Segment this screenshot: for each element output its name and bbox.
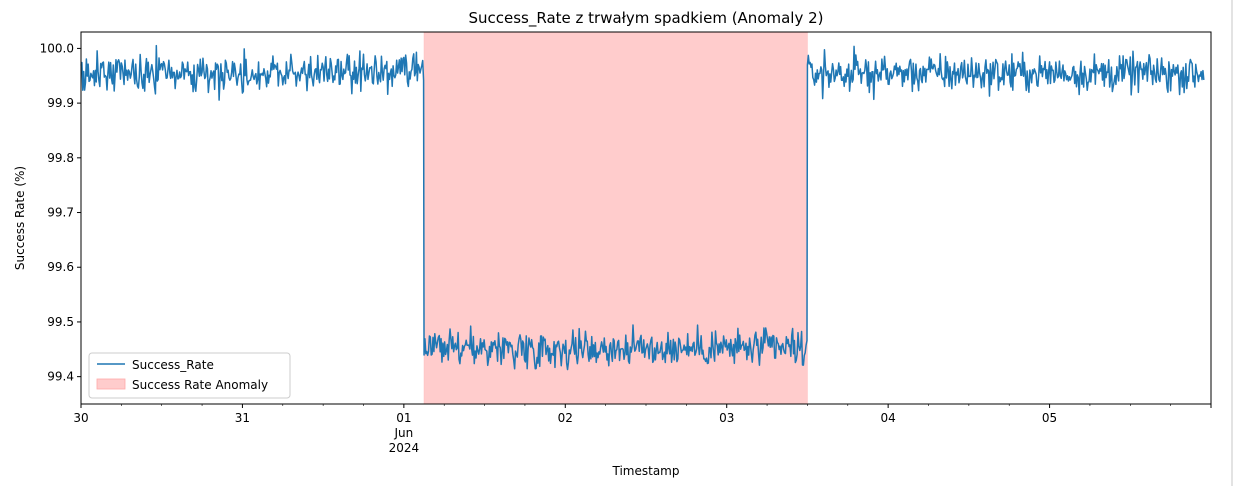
x-tick-label: 02 <box>558 411 573 425</box>
y-tick-label: 99.5 <box>47 315 74 329</box>
chart-title: Success_Rate z trwałym spadkiem (Anomaly… <box>468 9 823 28</box>
series-layer <box>80 44 1205 371</box>
x-tick-label: 03 <box>719 411 734 425</box>
x-tick-month-label: Jun <box>393 426 413 440</box>
legend-box <box>88 352 291 399</box>
x-axis-label: Timestamp <box>612 464 680 478</box>
y-axis-label: Success Rate (%) <box>13 166 27 270</box>
y-tick-label: 99.9 <box>47 96 74 110</box>
x-tick-label: 01 <box>396 411 411 425</box>
x-tick-label: 04 <box>881 411 896 425</box>
y-axis-ticks: 99.4 99.5 99.6 99.7 99.8 99.9 100.0 <box>40 41 81 384</box>
series-line-success-rate <box>80 44 1205 371</box>
scrollbar[interactable] <box>1231 0 1233 486</box>
y-tick-label: 100.0 <box>40 41 74 55</box>
x-tick-year-label: 2024 <box>389 441 420 455</box>
legend-label-anomaly: Success Rate Anomaly <box>132 378 268 392</box>
legend-band-swatch <box>96 378 126 390</box>
y-tick-label: 99.6 <box>47 260 74 274</box>
y-tick-label: 99.4 <box>47 370 74 384</box>
y-tick-label: 99.7 <box>47 206 74 220</box>
y-tick-label: 99.8 <box>47 151 74 165</box>
legend-label-success-rate: Success_Rate <box>132 358 214 372</box>
x-tick-label: 05 <box>1042 411 1057 425</box>
x-tick-label: 30 <box>73 411 88 425</box>
legend: Success_Rate Success Rate Anomaly <box>88 352 291 399</box>
x-tick-label: 31 <box>235 411 250 425</box>
